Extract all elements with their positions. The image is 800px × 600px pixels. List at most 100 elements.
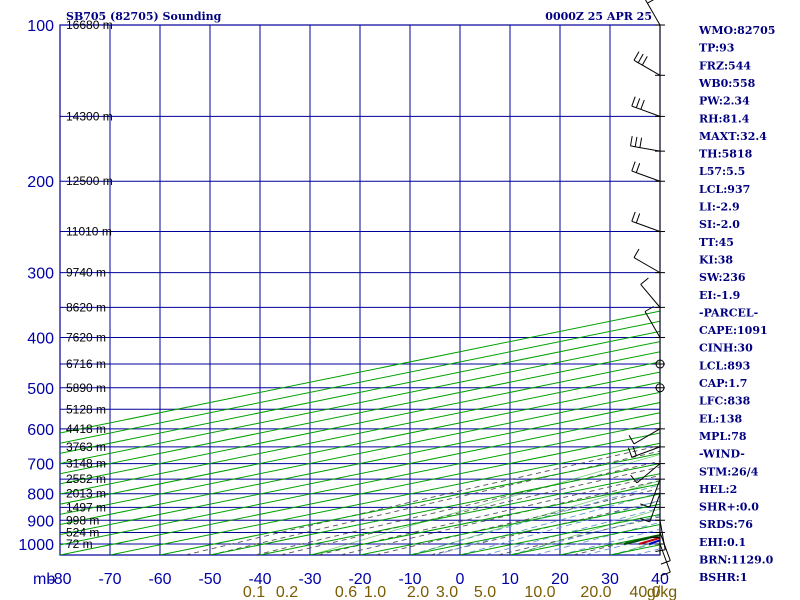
- mixing-ratio-unit: g/kg: [647, 584, 677, 600]
- moist-adiabat-lines: [409, 484, 660, 555]
- stability-index-value: TH:5818: [699, 148, 753, 161]
- isotherm-line: [209, 463, 660, 555]
- stability-index-value: MPL:78: [699, 430, 747, 443]
- isotherm-line: [60, 371, 660, 495]
- isotherm-line: [159, 452, 660, 555]
- stability-indices-panel: WMO:82705 TP:93 FRZ:544 WB0:558 PW:2.34 RH:81…: [698, 24, 775, 584]
- pressure-tick-label: 100: [27, 18, 54, 35]
- stability-index-value: PW:2.34: [699, 95, 750, 108]
- pressure-tick-label: 300: [27, 266, 54, 283]
- mixing-ratio-label: 2.0: [407, 584, 429, 600]
- mixing-ratio-line: [255, 460, 660, 555]
- isotherm-line: [60, 412, 660, 536]
- wind-barb-flag: [627, 447, 633, 458]
- stability-index-value: FRZ:544: [699, 59, 751, 72]
- stability-index-value: -PARCEL-: [699, 306, 758, 319]
- wind-barb-flag: [631, 211, 636, 222]
- temperature-tick-label: -60: [148, 571, 171, 588]
- wind-barb-flag: [631, 161, 636, 172]
- wind-barb-flag: [632, 445, 637, 456]
- stability-index-value: CAPE:1091: [699, 324, 768, 337]
- stability-index-value: SRDS:76: [699, 518, 753, 531]
- wind-barb-flag: [630, 474, 638, 484]
- moist-adiabat: [434, 492, 660, 555]
- mixing-ratio-label: 3.0: [436, 584, 458, 600]
- wind-barb-flag: [631, 96, 636, 107]
- wind-barb-flag: [660, 560, 671, 565]
- wind-barb-flag: [635, 98, 641, 108]
- temperature-tick-label: 10: [501, 571, 519, 588]
- wind-barb: [659, 543, 671, 573]
- pressure-tick-label: 900: [27, 513, 54, 530]
- wind-barb-flag: [635, 163, 641, 173]
- isotherm-line: [60, 402, 660, 526]
- stability-index-value: KI:38: [699, 253, 733, 266]
- stability-index-value: EI:-1.9: [699, 289, 740, 302]
- wind-barb: [649, 478, 661, 508]
- height-label: 5128 m: [66, 402, 106, 416]
- height-label: 11010 m: [66, 225, 112, 239]
- wind-barb-flag: [630, 136, 633, 146]
- stability-index-value: SW:236: [699, 271, 746, 284]
- height-label: 524 m: [66, 525, 99, 539]
- wind-barb: [633, 428, 661, 445]
- wind-barb-flag: [635, 213, 641, 224]
- wind-barb: [631, 220, 661, 233]
- height-label: 4418 m: [66, 422, 106, 436]
- mixing-ratio-line: [185, 445, 660, 555]
- temperature-tick-label: 40: [651, 571, 669, 588]
- skewed-isotherm-lines: [60, 310, 660, 555]
- height-label: 8620 m: [66, 300, 106, 314]
- temperature-tick-label: -10: [398, 571, 421, 588]
- moist-adiabat: [534, 521, 660, 555]
- mixing-ratio-label: 20.0: [580, 584, 611, 600]
- height-label: 9740 m: [66, 266, 106, 280]
- pressure-tick-label: 700: [27, 457, 54, 474]
- pressure-tick-label: 500: [27, 381, 54, 398]
- height-label: 2552 m: [66, 472, 106, 486]
- valid-time: 0000Z 25 APR 25: [545, 10, 652, 23]
- wind-barb: [644, 311, 661, 338]
- isotherm-line: [60, 422, 660, 546]
- pressure-tick-label: 200: [27, 174, 54, 191]
- wind-barb: [636, 463, 661, 484]
- isotherm-line: [559, 534, 660, 555]
- wind-barb-flag: [647, 0, 654, 4]
- dry-adiabat: [310, 454, 660, 555]
- stability-index-value: MAXT:32.4: [699, 130, 767, 143]
- height-label: 1497 m: [66, 500, 106, 514]
- temperature-tick-label: -80: [48, 571, 71, 588]
- wind-barb: [631, 446, 661, 458]
- dry-adiabat: [513, 508, 660, 555]
- mixing-ratio-line: [280, 466, 660, 555]
- height-label: 72 m: [66, 537, 93, 551]
- wind-barb-flag: [628, 434, 635, 445]
- wind-barb: [659, 532, 671, 561]
- temperature-tick-label: -30: [298, 571, 321, 588]
- stability-index-value: L57:5.5: [699, 165, 745, 178]
- pressure-unit-label: mb: [33, 571, 55, 588]
- moist-adiabat: [584, 535, 660, 555]
- wind-barbs: [627, 0, 671, 577]
- isotherm-line: [60, 391, 660, 515]
- mixing-ratio-label: 0.6: [335, 584, 357, 600]
- height-label: 998 m: [66, 513, 99, 527]
- stability-index-value: WMO:82705: [698, 24, 775, 37]
- height-label: 7620 m: [66, 331, 106, 345]
- isotherm-line: [60, 432, 660, 555]
- height-label: 12500 m: [66, 174, 113, 188]
- wind-barb: [633, 257, 661, 274]
- stability-index-value: SI:-2.0: [699, 218, 740, 231]
- wind-barb-flag: [660, 571, 671, 577]
- temperature-tick-label: 0: [456, 571, 465, 588]
- mixing-ratio-label: 40.0: [629, 584, 660, 600]
- wind-barb: [633, 59, 661, 76]
- height-label: 3148 m: [66, 457, 106, 471]
- temperature-tick-label: -70: [98, 571, 121, 588]
- wind-barb-flag: [640, 518, 650, 523]
- moist-adiabat: [509, 514, 660, 555]
- moist-adiabat: [459, 499, 660, 555]
- stability-index-value: EL:138: [699, 412, 742, 425]
